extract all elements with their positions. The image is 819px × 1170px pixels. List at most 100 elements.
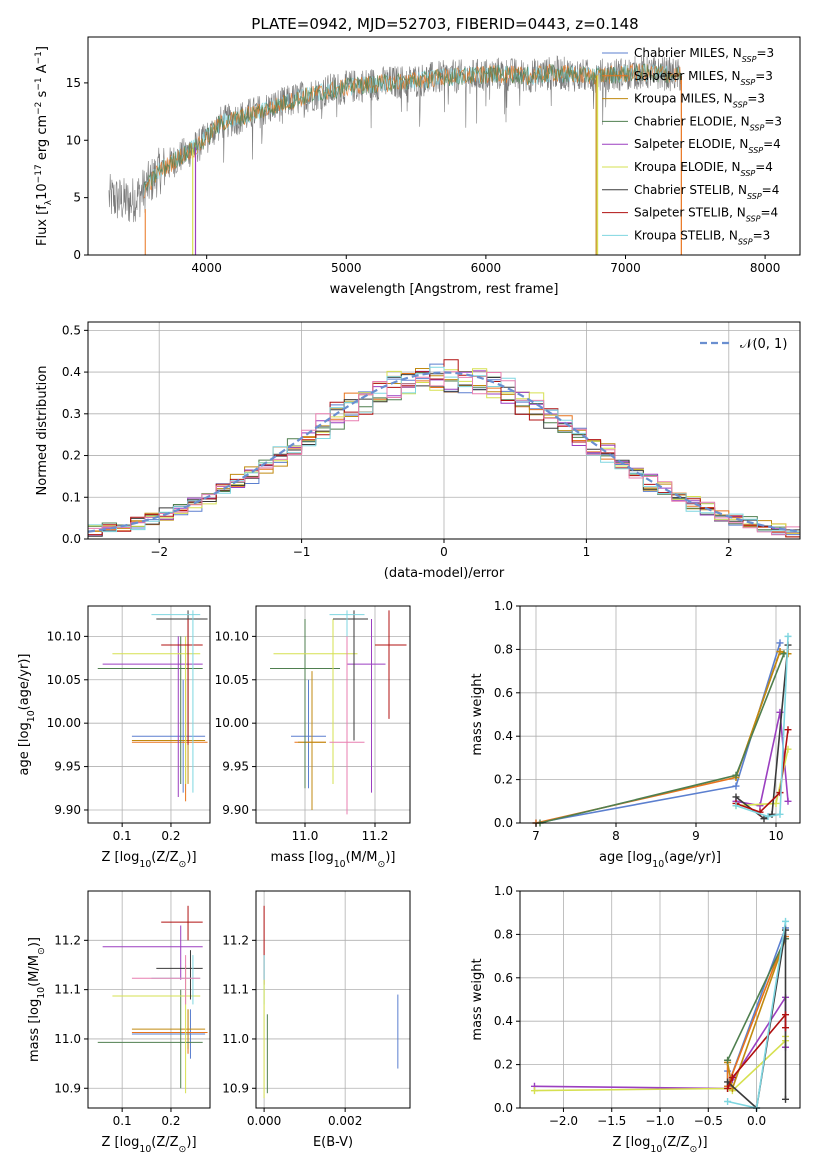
y-tick-label: 0.5: [62, 323, 81, 337]
label-part: (M/M: [27, 955, 42, 987]
label-part: −1: [34, 51, 44, 64]
legend-label: Chabrier MILES, N: [634, 46, 742, 60]
weight-series: [726, 1012, 787, 1089]
y-axis-label: mass weight: [470, 958, 485, 1040]
panel-mass_weight_vs_Z: −2.0 −1.5 −1.0 −0.5 0.0 0.0 0.2 0.4 0.6 0.8 1.0 Z […: [470, 884, 801, 1155]
weight-marker: [728, 1074, 736, 1082]
legend-label: Salpeter MILES, N: [634, 69, 741, 83]
label-part: )]: [385, 850, 395, 865]
legend-label: Chabrier ELODIE, N: [634, 114, 750, 128]
y-axis-label: Flux [fλ10−17 erg cm−2 s−1 A−1]: [34, 46, 54, 246]
legend-sub: SSP: [742, 55, 757, 64]
weight-marker: [776, 789, 784, 797]
panel-mass_vs_ebv: 0.000 0.002 10.9 11.0 11.1 11.2 E(B-V): [222, 890, 411, 1150]
label-part: −2: [34, 102, 44, 115]
label-part: −17: [34, 164, 44, 183]
x-tick-label: 0: [440, 545, 448, 559]
y-axis-label: mass weight: [470, 673, 485, 755]
weight-series: [535, 651, 781, 824]
y-tick-label: 0.6: [494, 686, 513, 700]
legend-n: =4: [760, 206, 778, 220]
x-tick-label: 11.0: [292, 829, 319, 843]
x-axis-label: Z [log10(Z/Z⊙)]: [612, 1135, 707, 1155]
y-tick-label: 10: [66, 133, 81, 147]
x-axis-label: E(B-V): [313, 1135, 353, 1150]
legend-sub: SSP: [750, 123, 765, 132]
y-tick-label: 0.4: [62, 365, 81, 379]
label-part: λ: [44, 199, 54, 205]
weight-marker: [732, 782, 740, 790]
label-part: (Z/Z: [151, 1135, 178, 1150]
weight-marker: [724, 1084, 732, 1092]
y-tick-label: 10.05: [215, 673, 249, 687]
weight-marker: [724, 1056, 732, 1064]
x-tick-label: −1.0: [645, 1114, 674, 1128]
x-tick-label: 5000: [331, 261, 362, 275]
x-axis-label: age [log10(age/yr)]: [599, 850, 721, 870]
weight-marker: [784, 797, 792, 805]
legend-entry: Chabrier STELIB, NSSP=4: [634, 183, 779, 201]
y-tick-label: 0.8: [494, 927, 513, 941]
x-tick-label: 0.000: [247, 1114, 281, 1128]
weight-marker: [784, 726, 792, 734]
x-tick-label: 0.1: [113, 1114, 132, 1128]
legend-entry: Salpeter MILES, NSSP=3: [634, 69, 773, 87]
y-tick-label: 15: [66, 76, 81, 90]
weight-marker: [782, 926, 790, 934]
legend-entry: Chabrier ELODIE, NSSP=3: [634, 114, 782, 131]
weight-marker: [530, 1087, 538, 1095]
weight-marker: [768, 810, 776, 818]
y-tick-label: 0.0: [62, 532, 81, 546]
weight-marker: [732, 802, 740, 810]
legend-entry: Salpeter ELODIE, NSSP=4: [634, 137, 781, 155]
weight-marker: [776, 639, 784, 647]
y-tick-label: 0.4: [494, 729, 513, 743]
x-tick-label: 11.2: [362, 829, 389, 843]
panel-mass_vs_Z: 0.1 0.210.911.011.111.2Z [log10(Z/Z⊙)]mas…: [27, 890, 211, 1155]
y-tick-label: 1.0: [494, 599, 513, 613]
y-tick-label: 10.10: [215, 629, 249, 643]
legend-sub: SSP: [746, 214, 761, 223]
axes-frame: [255, 890, 411, 1109]
label-part: 10: [35, 183, 50, 200]
y-tick-label: 0.4: [494, 1014, 513, 1028]
weight-marker: [780, 650, 788, 658]
panel-spectrum: 4000 5000 6000 7000 8000 0 5 10 15 wavelength [An…: [34, 36, 801, 297]
legend-entry: Kroupa MILES, NSSP=3: [634, 92, 765, 110]
y-tick-label: 10.00: [47, 716, 81, 730]
y-tick-label: 10.10: [47, 629, 81, 643]
legend-sub: SSP: [748, 146, 763, 155]
legend-n: =3: [756, 46, 774, 60]
y-tick-label: 0.8: [494, 642, 513, 656]
x-axis-label: (data-model)/error: [384, 566, 505, 581]
legend-label: Kroupa ELODIE, N: [634, 160, 741, 174]
y-tick-label: 10.00: [215, 716, 249, 730]
axes-frame: [87, 36, 801, 256]
label-part: )]: [186, 1135, 196, 1150]
label-part: ⊙: [377, 859, 385, 870]
y-tick-label: 11.0: [54, 1032, 81, 1046]
weight-marker: [776, 648, 784, 656]
legend-label: Chabrier STELIB, N: [634, 183, 747, 197]
x-tick-label: 4000: [191, 261, 222, 275]
label-part: A: [35, 64, 50, 77]
x-tick-label: 7000: [610, 261, 641, 275]
x-tick-label: 0.1: [113, 829, 132, 843]
legend-n: =4: [755, 160, 773, 174]
x-tick-label: −2.0: [549, 1114, 578, 1128]
label-part: 10: [36, 987, 47, 999]
weight-marker: [776, 810, 784, 818]
weight-marker: [732, 793, 740, 801]
weight-marker: [782, 1011, 790, 1019]
y-tick-label: 0.1: [62, 490, 81, 504]
label-part: ⊙: [179, 859, 187, 870]
legend-n: =4: [763, 137, 781, 151]
weight-series: [735, 729, 789, 814]
y-tick-label: 0.0: [494, 816, 513, 830]
label-part: erg cm: [35, 115, 50, 164]
x-tick-label: 7: [532, 829, 540, 843]
x-tick-label: 9: [692, 829, 700, 843]
x-tick-label: 6000: [471, 261, 502, 275]
